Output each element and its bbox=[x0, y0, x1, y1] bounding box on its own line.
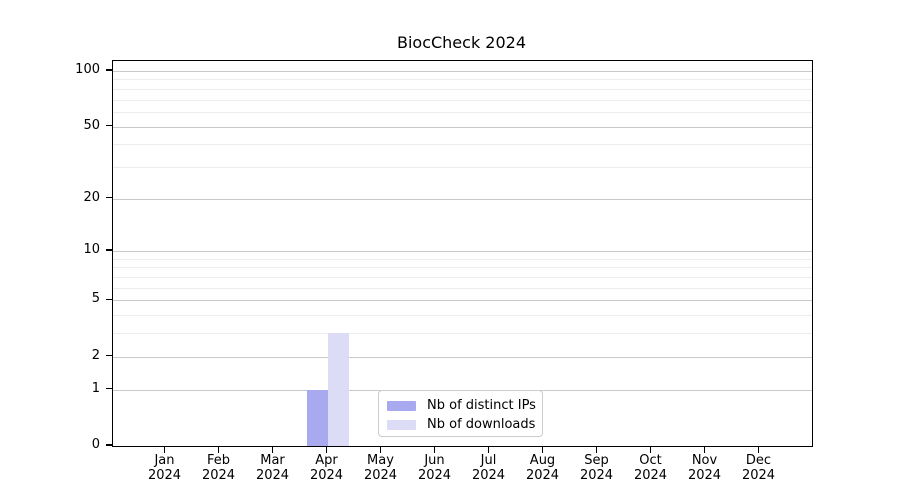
x-tick-year: 2024 bbox=[633, 468, 668, 483]
x-tick-label: Jan 2024 bbox=[135, 453, 195, 483]
x-tick-year: 2024 bbox=[579, 468, 614, 483]
legend-label-downloads: Nb of downloads bbox=[427, 417, 536, 432]
y-gridline-minor bbox=[113, 267, 812, 269]
y-tick bbox=[106, 298, 112, 301]
legend-item-downloads: Nb of downloads bbox=[387, 417, 542, 433]
y-tick bbox=[106, 249, 112, 251]
y-gridline-minor bbox=[113, 111, 812, 113]
y-gridline-minor bbox=[113, 79, 812, 81]
y-gridline-minor bbox=[113, 144, 812, 146]
y-tick-label: 10 bbox=[83, 242, 100, 258]
x-tick bbox=[217, 446, 220, 453]
y-tick-label: 2 bbox=[91, 347, 100, 363]
chart-title: BiocCheck 2024 bbox=[396, 33, 527, 52]
y-gridline-major bbox=[113, 300, 812, 302]
x-tick-year: 2024 bbox=[687, 468, 722, 483]
x-tick-year: 2024 bbox=[255, 468, 290, 483]
plot-area bbox=[112, 60, 813, 447]
y-gridline-minor bbox=[113, 277, 812, 279]
y-tick-label: 50 bbox=[83, 117, 100, 133]
y-gridline-minor bbox=[113, 166, 812, 168]
x-tick-year: 2024 bbox=[147, 468, 182, 483]
x-tick-label: Nov 2024 bbox=[675, 453, 735, 483]
x-tick-label: Apr 2024 bbox=[297, 453, 357, 483]
y-tick bbox=[106, 354, 112, 357]
x-tick bbox=[541, 446, 544, 453]
x-tick-label: Sep 2024 bbox=[567, 453, 627, 483]
y-tick-label: 20 bbox=[83, 189, 100, 205]
x-tick-year: 2024 bbox=[201, 468, 236, 483]
legend-swatch-distinct-ips bbox=[387, 401, 416, 411]
x-tick-label: May 2024 bbox=[351, 453, 411, 483]
y-tick bbox=[106, 387, 112, 390]
x-tick-label: Oct 2024 bbox=[621, 453, 681, 483]
x-tick bbox=[649, 446, 652, 453]
legend-label-distinct-ips: Nb of distinct IPs bbox=[427, 398, 536, 413]
y-gridline-major bbox=[113, 71, 812, 72]
x-tick bbox=[595, 446, 598, 453]
x-tick-label: Dec 2024 bbox=[729, 453, 789, 483]
y-gridline-minor bbox=[113, 287, 812, 289]
y-tick-label: 5 bbox=[91, 291, 100, 307]
y-gridline-major bbox=[113, 251, 812, 253]
y-gridline-major bbox=[113, 198, 812, 200]
y-tick bbox=[106, 69, 112, 71]
x-tick-year: 2024 bbox=[741, 468, 776, 483]
x-tick bbox=[379, 446, 382, 453]
bar-distinct-ips bbox=[306, 389, 328, 446]
x-tick bbox=[703, 446, 706, 453]
y-tick bbox=[106, 196, 112, 199]
x-tick bbox=[487, 446, 490, 453]
bar-downloads bbox=[327, 333, 349, 446]
x-tick-label: Feb 2024 bbox=[189, 453, 249, 483]
legend-item-distinct-ips: Nb of distinct IPs bbox=[387, 398, 542, 414]
x-tick-label: Aug 2024 bbox=[513, 453, 573, 483]
x-tick-year: 2024 bbox=[363, 468, 398, 483]
x-tick-label: Jul 2024 bbox=[459, 453, 519, 483]
y-tick bbox=[106, 124, 112, 127]
x-tick bbox=[163, 446, 166, 453]
y-tick-label: 1 bbox=[91, 380, 100, 396]
x-tick-year: 2024 bbox=[309, 468, 344, 483]
y-gridline-minor bbox=[113, 88, 812, 90]
y-gridline-minor bbox=[113, 99, 812, 101]
y-gridline-major bbox=[113, 126, 812, 128]
legend: Nb of distinct IPs Nb of downloads bbox=[378, 390, 543, 437]
x-tick-year: 2024 bbox=[417, 468, 452, 483]
y-gridline-major bbox=[113, 356, 812, 358]
x-tick-year: 2024 bbox=[471, 468, 506, 483]
x-tick-year: 2024 bbox=[525, 468, 560, 483]
x-tick-label: Mar 2024 bbox=[243, 453, 303, 483]
y-gridline-minor bbox=[113, 333, 812, 335]
y-tick-label: 0 bbox=[91, 437, 100, 452]
y-gridline-minor bbox=[113, 258, 812, 260]
x-tick bbox=[325, 446, 328, 453]
x-tick-label: Jun 2024 bbox=[405, 453, 465, 483]
x-tick bbox=[433, 446, 436, 453]
x-tick bbox=[757, 446, 760, 453]
legend-swatch-downloads bbox=[387, 420, 416, 430]
y-tick bbox=[106, 444, 112, 446]
y-tick-label: 100 bbox=[75, 62, 100, 77]
y-gridline-minor bbox=[113, 315, 812, 317]
x-tick bbox=[271, 446, 274, 453]
